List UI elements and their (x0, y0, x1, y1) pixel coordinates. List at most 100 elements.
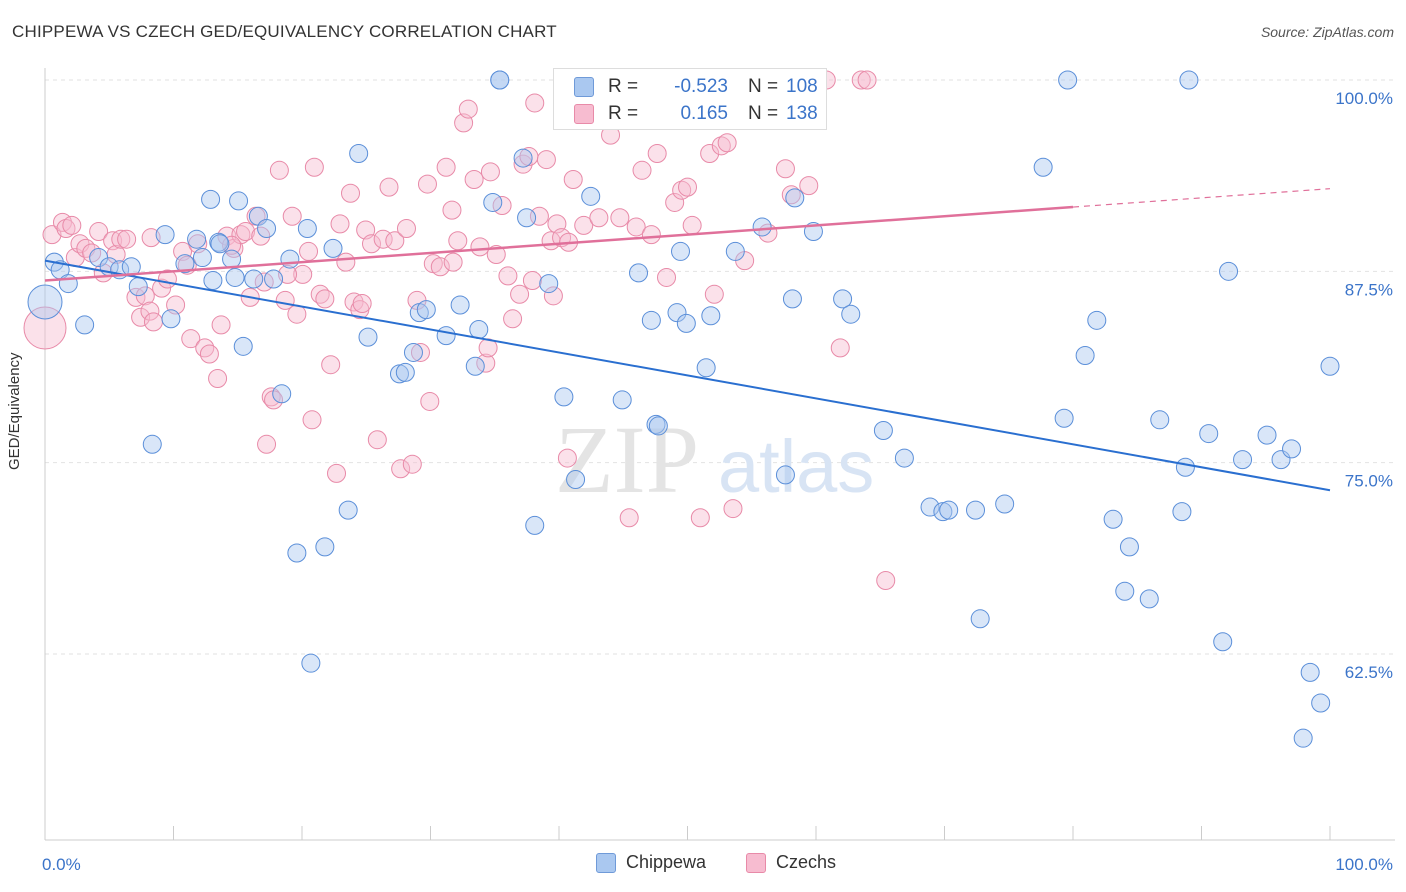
data-point (352, 293, 372, 313)
data-point (539, 274, 559, 294)
data-point (1311, 693, 1331, 713)
chippewa-points (27, 70, 1340, 748)
data-point (483, 192, 503, 212)
legend-item-czechs[interactable]: Czechs (746, 852, 836, 873)
data-point (641, 225, 661, 245)
legend-label-chippewa: Chippewa (626, 852, 707, 872)
data-point (458, 99, 478, 119)
data-point (581, 186, 601, 206)
data-point (657, 267, 677, 287)
data-point (665, 192, 685, 212)
data-point (402, 454, 422, 474)
legend-swatch-chippewa (574, 77, 594, 97)
data-point (1087, 310, 1107, 330)
data-point (920, 497, 940, 517)
data-point (851, 70, 871, 90)
legend-r-value: 0.165 (680, 103, 728, 124)
data-point (417, 174, 437, 194)
data-point (939, 500, 959, 520)
data-point (1300, 662, 1320, 682)
data-point (315, 537, 335, 557)
data-point (1150, 410, 1170, 430)
data-point (321, 355, 341, 375)
data-point (222, 249, 242, 269)
data-point (1320, 356, 1340, 376)
data-point (480, 162, 500, 182)
data-point (152, 278, 172, 298)
data-point (23, 306, 67, 350)
data-point (336, 252, 356, 272)
data-point (208, 368, 228, 388)
data-point (341, 183, 361, 203)
data-point (293, 264, 313, 284)
data-point (676, 313, 696, 333)
data-point (536, 150, 556, 170)
data-point (554, 387, 574, 407)
data-point (701, 306, 721, 326)
tick-labels: 100.0% 87.5% 75.0% 62.5% 0.0% 100.0% (42, 89, 1393, 874)
data-point (192, 248, 212, 268)
data-point (775, 465, 795, 485)
data-point (403, 342, 423, 362)
data-point (142, 434, 162, 454)
y-tick-label: 75.0% (1345, 472, 1393, 491)
data-point (361, 234, 381, 254)
y-tick-label: 87.5% (1345, 280, 1393, 299)
data-point (264, 269, 284, 289)
legend-item-chippewa[interactable]: Chippewa (596, 852, 706, 873)
data-point (181, 329, 201, 349)
data-point (1213, 632, 1233, 652)
data-point (1115, 581, 1135, 601)
data-point (498, 266, 518, 286)
czechs-points (23, 70, 896, 591)
data-point (287, 543, 307, 563)
data-point (27, 284, 63, 320)
data-point (510, 284, 530, 304)
data-point (261, 387, 281, 407)
data-point (641, 310, 661, 330)
data-point (304, 157, 324, 177)
data-point (857, 70, 877, 90)
data-point (557, 448, 577, 468)
data-point (155, 225, 175, 245)
data-point (280, 249, 300, 269)
data-point (612, 390, 632, 410)
data-point (647, 143, 667, 163)
data-point (210, 234, 230, 254)
axes (44, 68, 1395, 841)
data-point (225, 267, 245, 287)
data-point (251, 226, 271, 246)
data-point (430, 257, 450, 277)
data-point (128, 277, 148, 297)
data-point (1075, 346, 1095, 366)
data-point (358, 327, 378, 347)
data-point (436, 326, 456, 346)
trend-lines (44, 188, 1331, 492)
data-point (450, 295, 470, 315)
data-point (209, 232, 229, 252)
y-tick-label: 100.0% (1335, 89, 1393, 108)
data-point (782, 289, 802, 309)
data-point (211, 315, 231, 335)
data-point (302, 410, 322, 430)
data-point (282, 206, 302, 226)
data-point (513, 148, 533, 168)
data-point (416, 300, 436, 320)
watermark: ZIP atlas (555, 406, 874, 513)
data-point (244, 269, 264, 289)
data-point (323, 238, 343, 258)
data-point (1257, 425, 1277, 445)
data-point (229, 191, 249, 211)
data-point (1199, 424, 1219, 444)
data-point (672, 180, 692, 200)
data-point (574, 215, 594, 235)
data-point (199, 344, 219, 364)
legend-swatch-czechs (746, 852, 766, 873)
legend-r-label: R = (608, 103, 639, 124)
data-point (233, 336, 253, 356)
grid-lines (45, 79, 1395, 655)
data-point (143, 312, 163, 332)
legend-n-value: 108 (786, 76, 818, 97)
data-point (410, 342, 430, 362)
data-point (589, 208, 609, 228)
